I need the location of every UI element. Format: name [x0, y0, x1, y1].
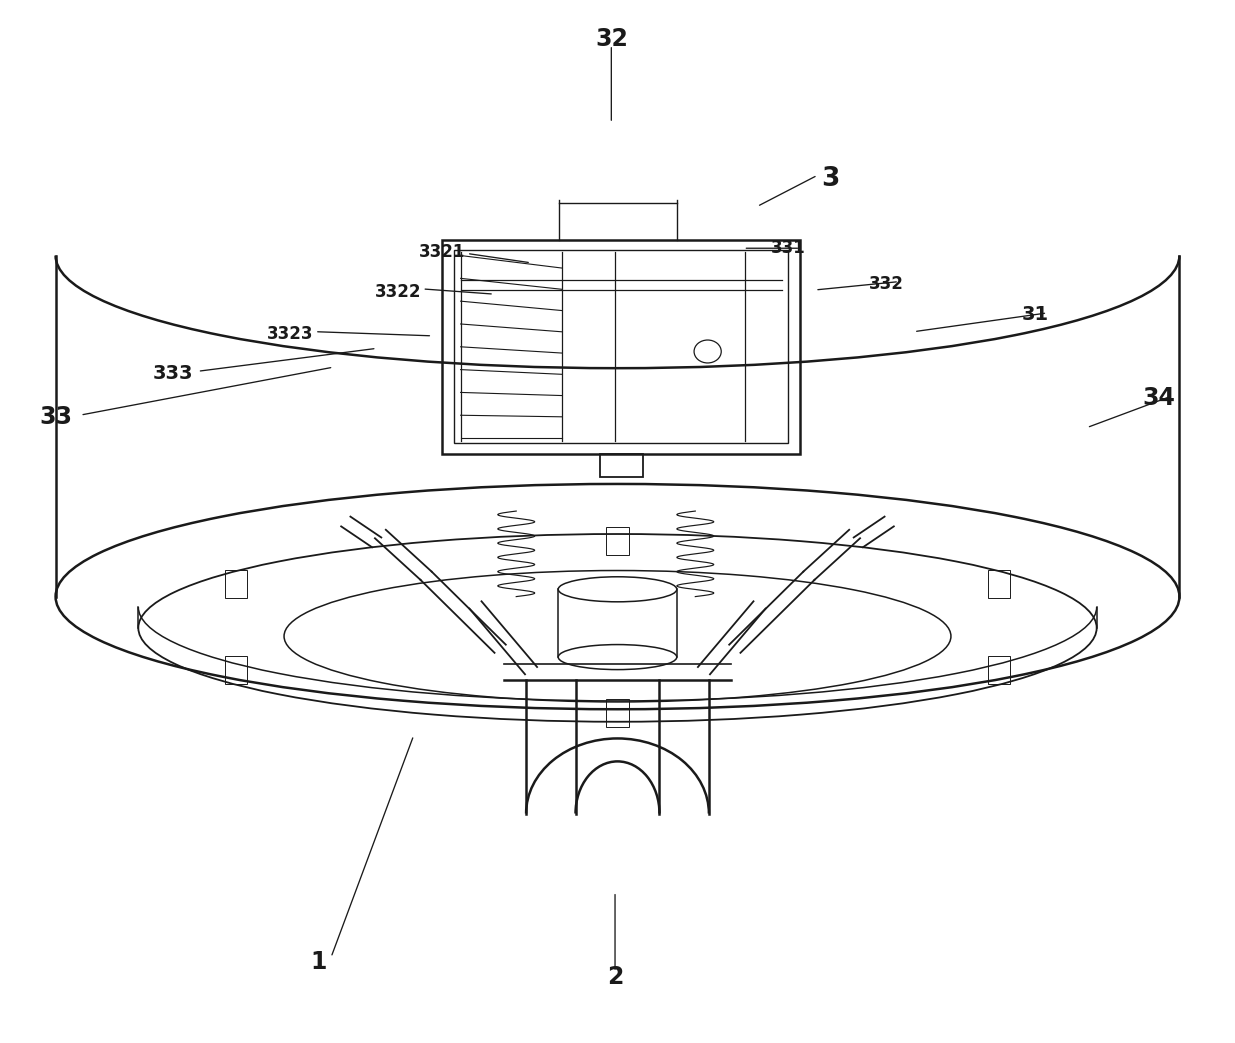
Text: 331: 331 — [771, 239, 805, 258]
Text: 3: 3 — [821, 167, 839, 192]
Bar — [225, 656, 247, 684]
Text: 2: 2 — [606, 965, 624, 990]
Text: 333: 333 — [153, 364, 193, 383]
Text: 332: 332 — [869, 274, 904, 293]
Text: 1: 1 — [310, 949, 327, 974]
Bar — [442, 240, 800, 454]
Text: 3323: 3323 — [267, 324, 314, 343]
Text: 31: 31 — [1021, 306, 1049, 324]
Text: 3321: 3321 — [419, 243, 466, 262]
Bar — [988, 656, 1010, 684]
Bar — [606, 527, 629, 555]
Bar — [454, 250, 788, 443]
Bar — [599, 454, 642, 477]
Text: 3322: 3322 — [374, 283, 421, 301]
Text: 32: 32 — [595, 26, 627, 51]
Bar — [225, 569, 247, 598]
Bar — [988, 569, 1010, 598]
Bar — [606, 699, 629, 727]
Text: 33: 33 — [40, 405, 72, 430]
Text: 34: 34 — [1142, 386, 1174, 411]
